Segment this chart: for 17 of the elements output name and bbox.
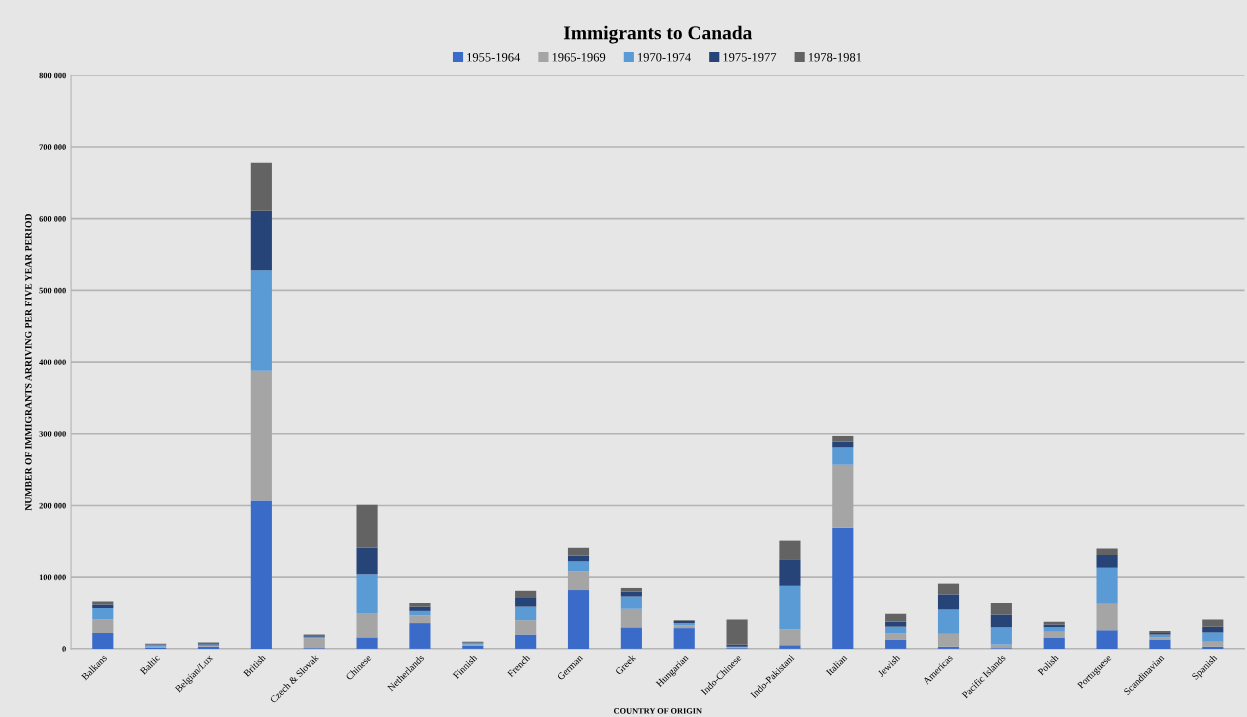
y-tick-label: 600 000 (39, 216, 66, 222)
legend-label: 1975-1977 (723, 53, 777, 62)
y-tick-label: 100 000 (39, 574, 66, 581)
legend-label: 1978-1981 (808, 53, 862, 62)
x-axis-title: COUNTRY OF ORIGIN (613, 708, 702, 714)
y-tick-label: 500 000 (39, 287, 66, 294)
y-tick-label: 0 (62, 646, 66, 652)
legend-label: 1965-1969 (552, 53, 606, 62)
y-tick-label: 200 000 (39, 502, 66, 509)
y-tick-label: 400 000 (39, 359, 66, 366)
legend-label: 1970-1974 (638, 53, 691, 62)
y-tick-label: 700 000 (39, 144, 66, 150)
legend-label: 1955-1964 (467, 53, 521, 62)
chart-title: Immigrants to Canada (563, 25, 753, 44)
y-axis-title: NUMBER OF IMMIGRANTS ARRIVING PER FIVE YEAR PERIOD (25, 213, 32, 511)
y-tick-label: 800 000 (39, 72, 66, 79)
y-tick-label: 300 000 (39, 431, 66, 437)
